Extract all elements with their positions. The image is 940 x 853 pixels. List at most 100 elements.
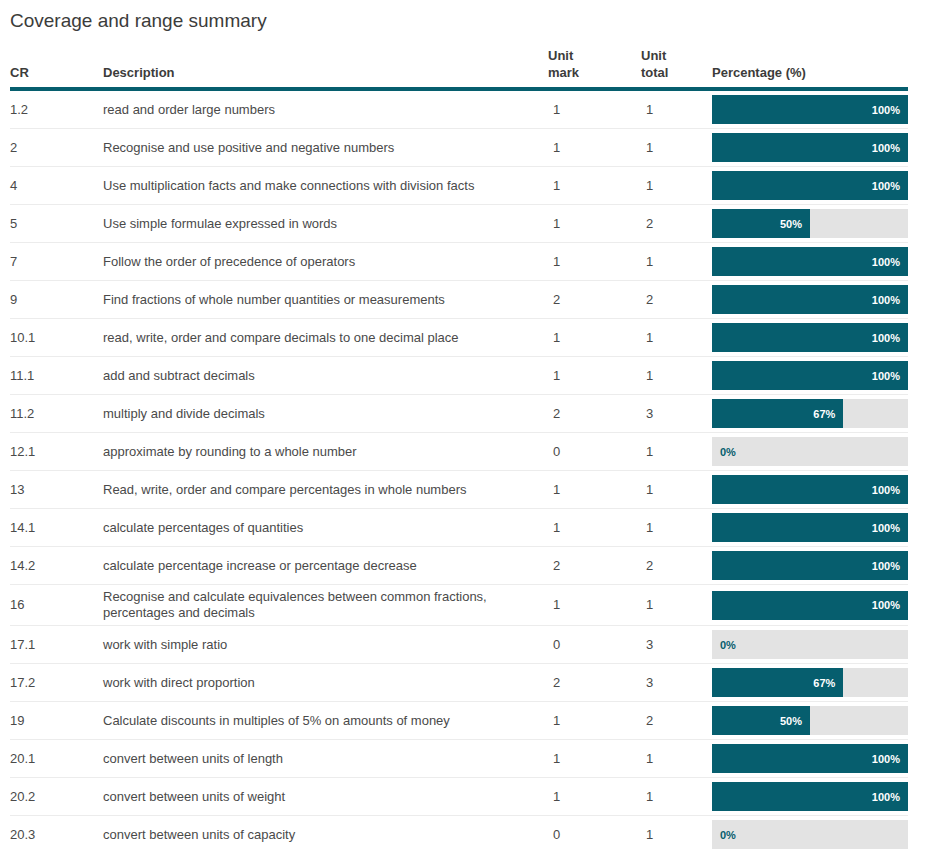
row-unit-mark: 1 [548, 751, 641, 767]
row-percentage-cell: 100% [712, 247, 908, 276]
percentage-bar-label: 67% [813, 408, 843, 420]
row-unit-total: 2 [641, 558, 712, 574]
percentage-bar-label: 100% [872, 484, 908, 496]
row-unit-total: 1 [641, 254, 712, 270]
row-unit-mark: 1 [548, 482, 641, 498]
row-unit-total: 1 [641, 330, 712, 346]
row-cr: 16 [10, 597, 103, 613]
row-unit-total: 1 [641, 368, 712, 384]
row-unit-mark: 1 [548, 140, 641, 156]
percentage-bar-fill: 100% [712, 323, 908, 352]
percentage-bar-label: 100% [872, 599, 908, 611]
row-percentage-cell: 100% [712, 133, 908, 162]
percentage-bar-track: 100% [712, 247, 908, 276]
table-row: 17.2 work with direct proportion 2 3 67% [10, 664, 908, 702]
row-description: work with direct proportion [103, 675, 548, 691]
row-unit-mark: 1 [548, 178, 641, 194]
row-cr: 12.1 [10, 444, 103, 460]
percentage-bar-label: 50% [780, 218, 810, 230]
table-row: 20.3 convert between units of capacity 0… [10, 816, 908, 853]
row-unit-mark: 2 [548, 406, 641, 422]
row-unit-mark: 0 [548, 444, 641, 460]
row-unit-total: 3 [641, 637, 712, 653]
row-description: Recognise and calculate equivalences bet… [103, 589, 548, 621]
row-description: multiply and divide decimals [103, 406, 548, 422]
row-cr: 1.2 [10, 102, 103, 118]
row-unit-total: 1 [641, 751, 712, 767]
row-description: read and order large numbers [103, 102, 548, 118]
row-cr: 2 [10, 140, 103, 156]
row-description: read, write, order and compare decimals … [103, 330, 548, 346]
row-percentage-cell: 100% [712, 95, 908, 124]
row-unit-total: 1 [641, 789, 712, 805]
row-cr: 9 [10, 292, 103, 308]
percentage-bar-track: 67% [712, 668, 908, 697]
percentage-bar-track: 100% [712, 551, 908, 580]
table-row: 5 Use simple formulae expressed in words… [10, 205, 908, 243]
row-description: Recognise and use positive and negative … [103, 140, 548, 156]
row-description: Use multiplication facts and make connec… [103, 178, 548, 194]
percentage-bar-track: 100% [712, 95, 908, 124]
page-title: Coverage and range summary [10, 7, 940, 34]
percentage-bar-label: 0% [720, 639, 736, 651]
table-row: 9 Find fractions of whole number quantit… [10, 281, 908, 319]
percentage-bar-track: 100% [712, 744, 908, 773]
percentage-bar-track: 50% [712, 706, 908, 735]
row-unit-total: 1 [641, 140, 712, 156]
percentage-bar-fill: 100% [712, 133, 908, 162]
percentage-bar-fill: 50% [712, 209, 810, 238]
percentage-bar-track: 100% [712, 475, 908, 504]
column-header-unit-total: Unit total [641, 47, 712, 81]
row-percentage-cell: 67% [712, 399, 908, 428]
percentage-bar-track: 67% [712, 399, 908, 428]
percentage-bar-label: 100% [872, 522, 908, 534]
row-cr: 17.2 [10, 675, 103, 691]
row-description: convert between units of capacity [103, 827, 548, 843]
table-header-row: CR Description Unit mark Unit total Perc… [10, 47, 908, 91]
row-percentage-cell: 67% [712, 668, 908, 697]
row-description: convert between units of weight [103, 789, 548, 805]
row-unit-mark: 1 [548, 368, 641, 384]
row-cr: 11.2 [10, 406, 103, 422]
row-unit-mark: 1 [548, 330, 641, 346]
row-percentage-cell: 50% [712, 706, 908, 735]
row-percentage-cell: 100% [712, 171, 908, 200]
percentage-bar-label: 100% [872, 256, 908, 268]
percentage-bar-label: 100% [872, 753, 908, 765]
row-cr: 20.2 [10, 789, 103, 805]
table-row: 14.2 calculate percentage increase or pe… [10, 547, 908, 585]
row-description: calculate percentage increase or percent… [103, 558, 548, 574]
percentage-bar-track: 100% [712, 171, 908, 200]
percentage-bar-track: 100% [712, 591, 908, 620]
row-percentage-cell: 50% [712, 209, 908, 238]
row-cr: 7 [10, 254, 103, 270]
row-unit-mark: 1 [548, 520, 641, 536]
table-row: 2 Recognise and use positive and negativ… [10, 129, 908, 167]
percentage-bar-label: 67% [813, 677, 843, 689]
percentage-bar-fill: 100% [712, 475, 908, 504]
row-unit-mark: 1 [548, 713, 641, 729]
percentage-bar-track: 50% [712, 209, 908, 238]
table-row: 20.2 convert between units of weight 1 1… [10, 778, 908, 816]
row-percentage-cell: 100% [712, 285, 908, 314]
row-unit-mark: 2 [548, 675, 641, 691]
percentage-bar-fill: 100% [712, 591, 908, 620]
table-row: 20.1 convert between units of length 1 1… [10, 740, 908, 778]
table-row: 14.1 calculate percentages of quantities… [10, 509, 908, 547]
table-row: 7 Follow the order of precedence of oper… [10, 243, 908, 281]
row-percentage-cell: 100% [712, 782, 908, 811]
percentage-bar-fill: 100% [712, 285, 908, 314]
percentage-bar-track: 0% [712, 820, 908, 849]
percentage-bar-fill: 50% [712, 706, 810, 735]
row-unit-mark: 1 [548, 597, 641, 613]
percentage-bar-track: 100% [712, 323, 908, 352]
table-row: 11.2 multiply and divide decimals 2 3 67… [10, 395, 908, 433]
percentage-bar-track: 0% [712, 437, 908, 466]
percentage-bar-track: 100% [712, 285, 908, 314]
column-header-unit-mark: Unit mark [548, 47, 641, 81]
row-cr: 5 [10, 216, 103, 232]
row-unit-total: 1 [641, 520, 712, 536]
percentage-bar-fill: 67% [712, 399, 843, 428]
row-cr: 20.1 [10, 751, 103, 767]
row-percentage-cell: 100% [712, 361, 908, 390]
